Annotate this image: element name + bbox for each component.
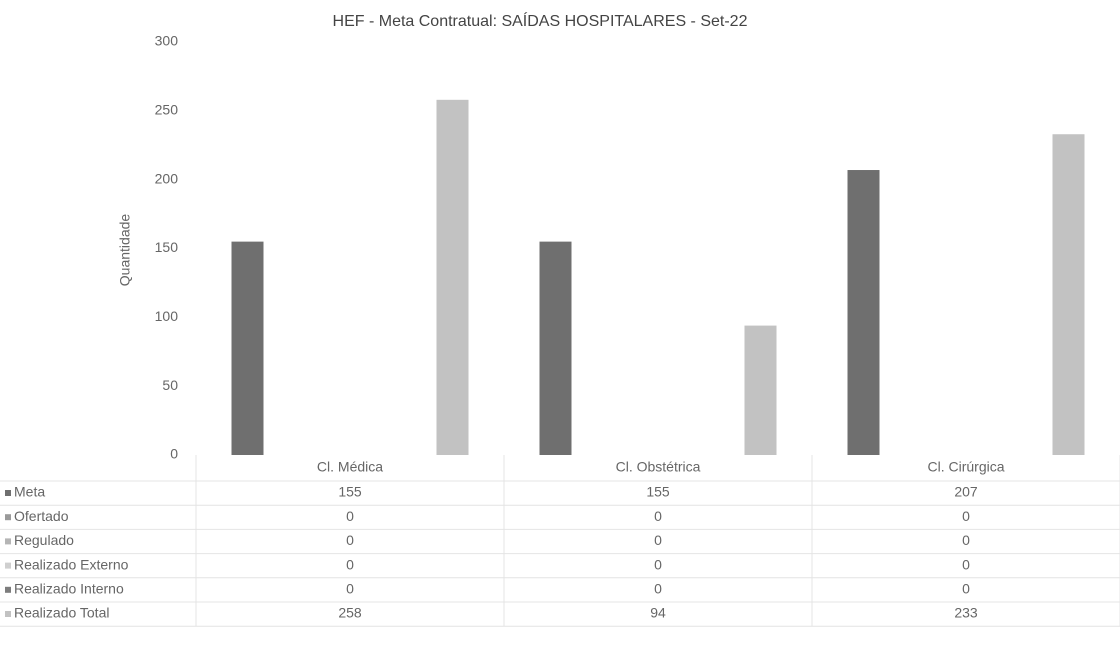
table-value: 155 <box>646 484 670 500</box>
legend-swatch <box>5 611 11 617</box>
legend-swatch <box>5 490 11 496</box>
bar <box>1052 134 1085 455</box>
table-value: 207 <box>954 484 978 500</box>
y-tick-label: 300 <box>155 33 179 49</box>
y-axis-label: Quantidade <box>117 214 133 287</box>
y-tick-label: 250 <box>155 102 179 118</box>
bar <box>847 170 880 455</box>
legend-label: Realizado Total <box>14 605 109 621</box>
chart-title: HEF - Meta Contratual: SAÍDAS HOSPITALAR… <box>333 11 748 30</box>
table-value: 0 <box>346 581 354 597</box>
table-value: 0 <box>654 532 662 548</box>
bar <box>539 241 572 455</box>
table-value: 0 <box>654 581 662 597</box>
y-tick-label: 100 <box>155 308 179 324</box>
bar <box>436 99 469 455</box>
table-value: 0 <box>654 508 662 524</box>
x-tick-label: Cl. Obstétrica <box>616 459 701 475</box>
bar <box>231 241 264 455</box>
table-value: 258 <box>338 605 362 621</box>
y-tick-label: 200 <box>155 170 179 186</box>
y-tick-label: 150 <box>155 239 179 255</box>
bar <box>744 325 777 455</box>
legend-label: Regulado <box>14 532 74 548</box>
legend-swatch <box>5 562 11 569</box>
y-tick-label: 50 <box>162 377 178 393</box>
legend-label: Realizado Interno <box>14 581 124 597</box>
legend-label: Realizado Externo <box>14 556 129 572</box>
legend-swatch <box>5 538 11 545</box>
table-value: 0 <box>962 581 970 597</box>
table-value: 0 <box>346 508 354 524</box>
legend-swatch <box>5 586 11 593</box>
legend-swatch <box>5 514 11 521</box>
y-tick-label: 0 <box>170 446 178 462</box>
legend-label: Ofertado <box>14 508 69 524</box>
table-value: 155 <box>338 484 362 500</box>
table-value: 0 <box>962 532 970 548</box>
table-value: 94 <box>650 605 666 621</box>
table-value: 0 <box>346 532 354 548</box>
table-value: 0 <box>962 556 970 572</box>
table-value: 0 <box>962 508 970 524</box>
table-value: 233 <box>954 605 978 621</box>
x-tick-label: Cl. Médica <box>317 459 383 475</box>
x-tick-label: Cl. Cirúrgica <box>927 459 1004 475</box>
table-value: 0 <box>346 556 354 572</box>
table-value: 0 <box>654 556 662 572</box>
legend-label: Meta <box>14 484 45 500</box>
